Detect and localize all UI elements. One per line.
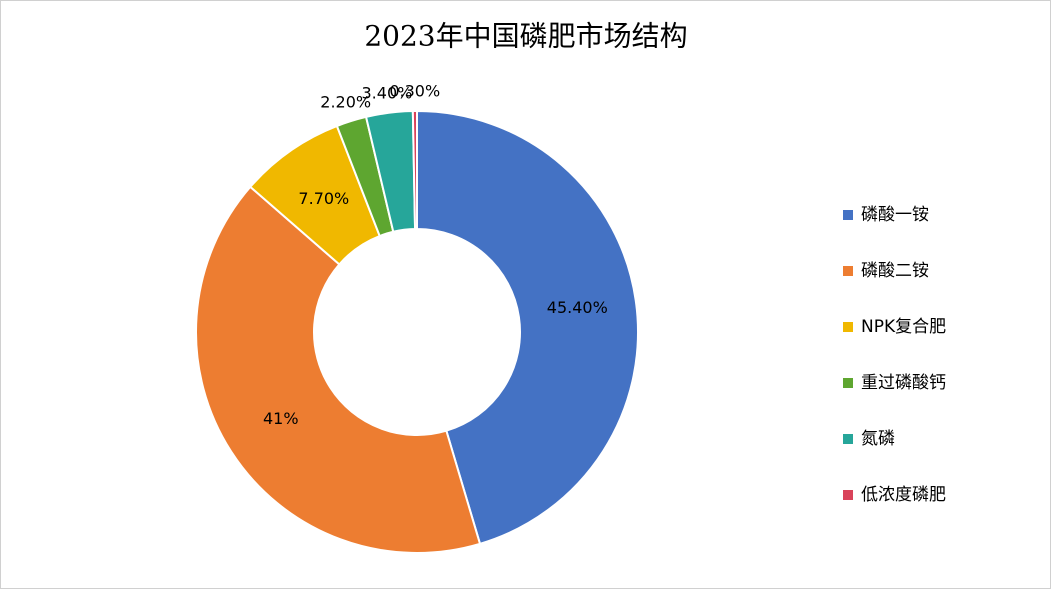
legend-swatch bbox=[843, 266, 853, 276]
legend-swatch bbox=[843, 210, 853, 220]
legend-label: 低浓度磷肥 bbox=[861, 485, 946, 505]
legend-label: NPK复合肥 bbox=[861, 317, 946, 337]
donut-slice bbox=[411, 109, 418, 231]
legend-label: 磷酸一铵 bbox=[861, 205, 929, 225]
chart-title: 2023年中国磷肥市场结构 bbox=[364, 20, 687, 53]
legend-swatch bbox=[843, 322, 853, 332]
data-label: 0.30% bbox=[389, 82, 440, 101]
donut-slice bbox=[416, 109, 639, 546]
legend-label: 重过磷酸钙 bbox=[861, 373, 946, 393]
legend-swatch bbox=[843, 490, 853, 500]
legend-label: 磷酸二铵 bbox=[861, 261, 929, 281]
legend-label: 氮磷 bbox=[861, 429, 895, 449]
data-label: 3.40% bbox=[362, 83, 413, 102]
data-label: 45.40% bbox=[547, 298, 608, 317]
legend-swatch bbox=[843, 434, 853, 444]
donut-slice bbox=[195, 185, 482, 554]
legend-swatch bbox=[843, 378, 853, 388]
data-label: 7.70% bbox=[298, 189, 349, 208]
data-label: 2.20% bbox=[320, 92, 371, 111]
data-label: 41% bbox=[263, 409, 299, 428]
